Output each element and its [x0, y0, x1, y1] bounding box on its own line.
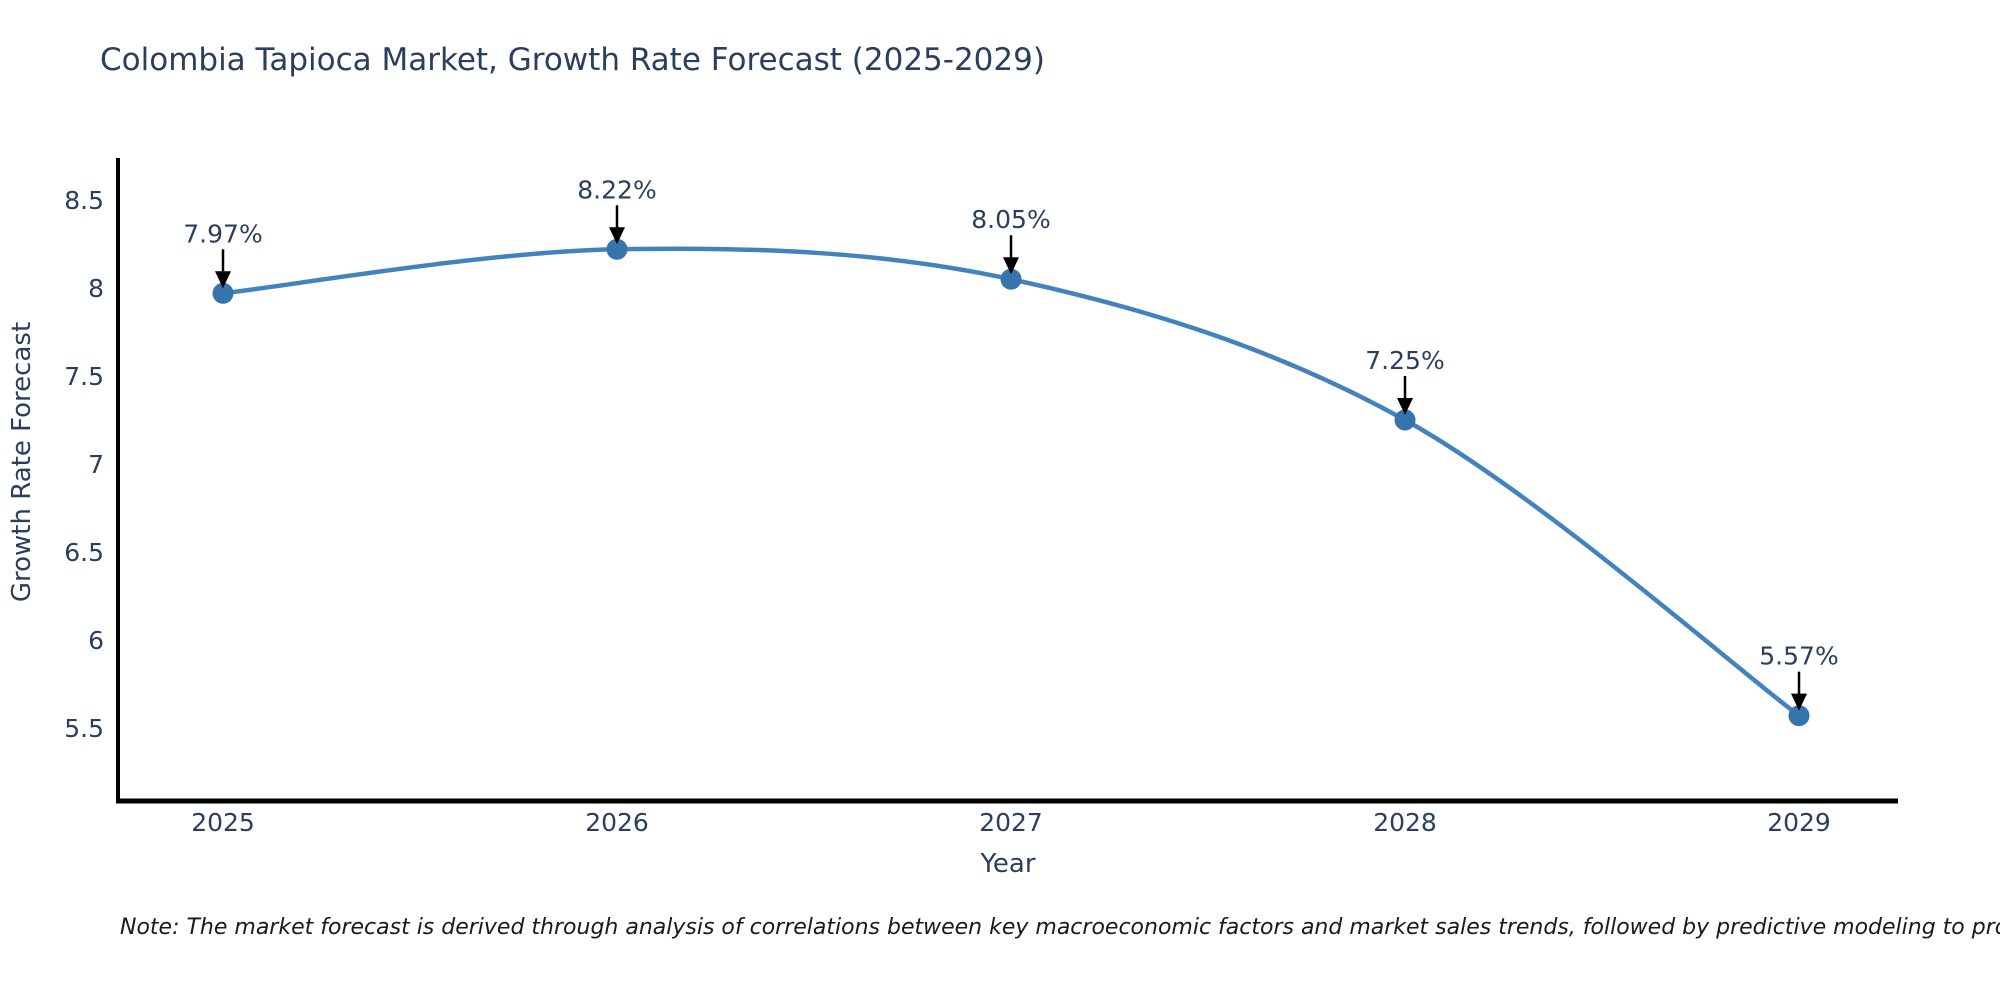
footnote: Note: The market forecast is derived thr… [120, 915, 2000, 940]
data-point-label: 8.22% [577, 175, 656, 204]
y-axis-title: Growth Rate Forecast [7, 322, 37, 602]
data-point-label: 7.97% [183, 219, 262, 248]
forecast-line [220, 246, 1802, 718]
x-tick-label: 2026 [585, 808, 649, 837]
data-point[interactable] [212, 282, 234, 304]
data-point-label: 5.57% [1759, 642, 1838, 671]
x-axis-title: Year [979, 849, 1035, 879]
chart-title: Colombia Tapioca Market, Growth Rate For… [100, 42, 1045, 78]
y-tick-label: 6 [88, 626, 104, 655]
y-tick-label: 6.5 [64, 538, 104, 567]
data-point-label: 8.05% [971, 205, 1050, 234]
x-tick-label: 2029 [1767, 808, 1831, 837]
y-tick-label: 7.5 [64, 362, 104, 391]
y-tick-label: 8.5 [64, 186, 104, 215]
data-point-label: 7.25% [1365, 346, 1444, 375]
data-point[interactable] [1394, 409, 1416, 431]
annotation-arrowhead-icon [1003, 257, 1019, 275]
annotation-arrowhead-icon [215, 271, 231, 289]
data-point[interactable] [1788, 705, 1810, 727]
y-tick-label: 7 [88, 450, 104, 479]
y-tick-label: 8 [88, 274, 104, 303]
annotation-arrowhead-icon [609, 227, 625, 245]
data-point[interactable] [606, 238, 628, 260]
x-tick-label: 2025 [191, 808, 255, 837]
annotation-arrowhead-icon [1397, 398, 1413, 415]
x-tick-label: 2027 [979, 808, 1043, 837]
annotation-arrowhead-icon [1791, 693, 1807, 711]
y-tick-label: 5.5 [64, 714, 104, 743]
x-tick-label: 2028 [1373, 808, 1437, 837]
data-point[interactable] [1000, 268, 1022, 290]
plot-area: 8.5 8 7.5 7 6.5 6 5.5 2025 2026 2027 2028 2029 7.97%… [64, 158, 1898, 837]
